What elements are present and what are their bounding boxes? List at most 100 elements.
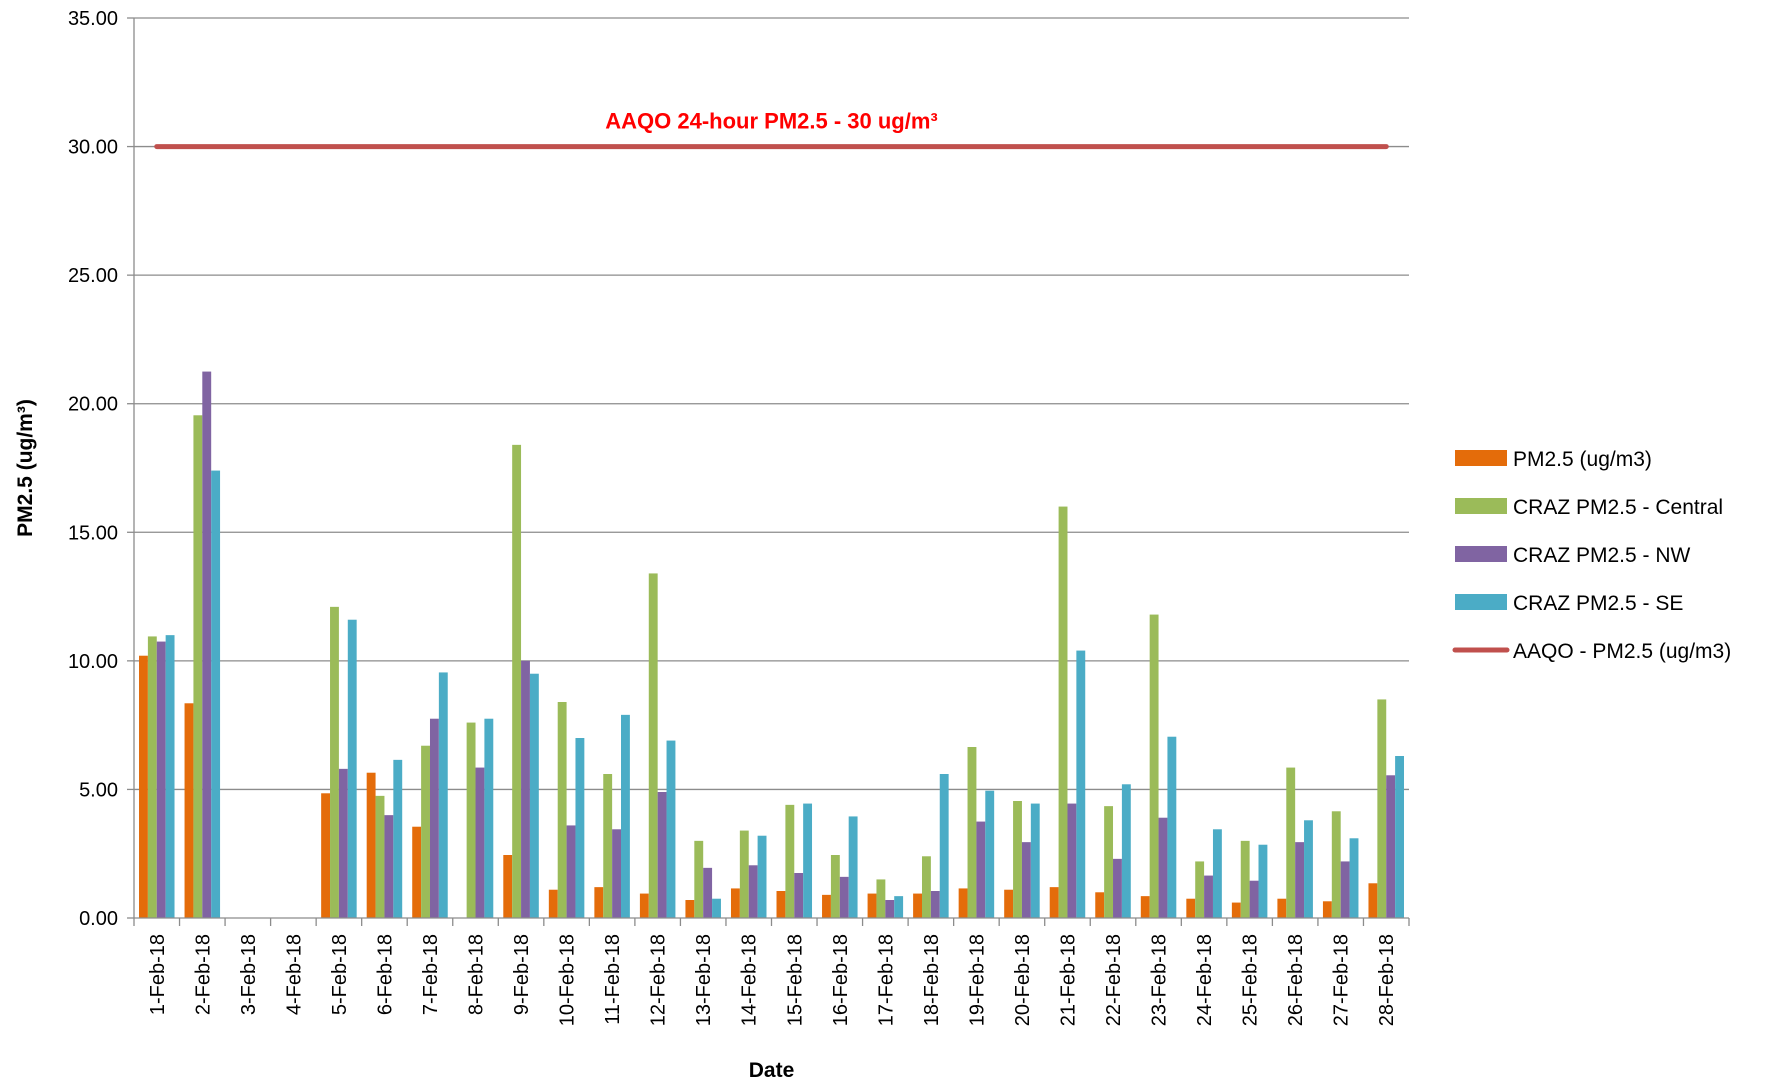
x-tick-label: 23-Feb-18 [1149,934,1171,1026]
bar [1340,861,1350,918]
bar [939,774,949,918]
bar [1258,844,1268,918]
bar [475,767,485,918]
bar [529,673,539,918]
bar [412,826,422,918]
bar [867,893,877,918]
x-tick-label: 16-Feb-18 [830,934,852,1026]
x-tick-labels: 1-Feb-18 2-Feb-18 3-Feb-18 4-Feb-18 5-Feb-18… [147,934,1398,1026]
bar [321,793,331,918]
bar [1021,842,1031,918]
x-tick-label: 28-Feb-18 [1376,934,1398,1026]
bar [1395,756,1404,918]
bar [621,714,630,918]
y-axis-title: PM2.5 (ug/m³) [14,399,37,537]
bar [557,702,567,918]
bar [438,672,448,918]
bar [1304,820,1313,918]
bars [139,371,1404,919]
x-tick-label: 10-Feb-18 [557,934,579,1026]
bar [1067,803,1077,918]
x-tick-label: 1-Feb-18 [147,934,169,1015]
x-tick-label: 5-Feb-18 [329,934,351,1015]
bar [1004,889,1014,918]
bar [1140,896,1150,918]
x-tick-label: 14-Feb-18 [739,934,761,1026]
x-tick-label: 21-Feb-18 [1057,934,1079,1026]
bar [748,865,758,918]
bar [730,888,740,918]
bar [930,891,940,918]
x-tick-label: 2-Feb-18 [192,934,214,1015]
bar [193,415,203,918]
bar [1277,898,1287,918]
gridlines [127,17,1409,919]
bar [1121,784,1131,918]
x-tick-label: 12-Feb-18 [648,934,670,1026]
y-tick-label: 25.00 [68,265,118,287]
bar [822,894,831,918]
x-tick-label: 22-Feb-18 [1103,934,1125,1026]
bar [1349,838,1359,918]
bar [712,898,721,918]
bar [648,573,658,918]
bar [839,876,849,918]
bar [913,893,922,918]
bar [347,619,357,918]
x-tick-label: 18-Feb-18 [921,934,943,1026]
bar [1386,775,1396,918]
bar [1167,736,1177,918]
bar [1322,901,1332,918]
y-tick-label: 30.00 [68,137,118,159]
bar [694,840,704,918]
x-tick-label: 7-Feb-18 [420,934,442,1015]
bar [1095,892,1105,918]
bar [1158,817,1168,918]
bar [1286,767,1296,918]
x-tick-label: 8-Feb-18 [466,934,488,1015]
bar [156,641,166,918]
y-tick-label: 35.00 [68,8,118,30]
bar [1231,902,1241,918]
threshold-annotation: AAQO 24-hour PM2.5 - 30 ug/m³ [605,109,938,134]
bar [830,855,840,918]
bar [1049,887,1059,918]
bar [894,896,904,918]
y-tick-label: 15.00 [68,522,118,544]
bar [985,790,995,918]
bar [484,718,494,918]
bar [1104,806,1114,918]
bar [958,888,968,918]
bar [1368,883,1378,918]
bar [548,889,558,918]
bar [1295,842,1305,918]
bar [1013,801,1022,918]
bar [803,803,813,918]
x-tick-label: 19-Feb-18 [966,934,988,1026]
x-tick-label: 25-Feb-18 [1240,934,1262,1026]
bar [139,655,148,918]
x-axis-title: Date [749,1059,795,1080]
bar [338,768,348,918]
bar [976,821,986,918]
bar [785,804,795,918]
bar [1149,614,1159,918]
x-tick-label: 13-Feb-18 [693,934,715,1026]
bar [1204,875,1213,918]
bar [165,635,175,918]
bar [703,867,713,918]
bar [1240,840,1250,918]
bar [603,774,613,918]
bar [685,900,695,918]
x-tick-label: 9-Feb-18 [511,934,533,1015]
y-tick-label: 0.00 [79,908,118,930]
bar [466,722,476,918]
bar [666,740,676,918]
bar [594,887,604,918]
bar [1058,506,1068,918]
bar [848,816,858,918]
bar [657,792,667,918]
bar [776,891,786,918]
y-tick-label: 10.00 [68,651,118,673]
